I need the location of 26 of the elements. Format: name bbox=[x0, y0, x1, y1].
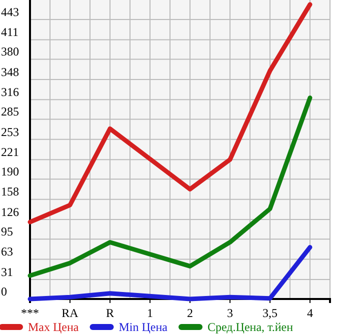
y-tick-label: 0 bbox=[1, 284, 7, 298]
y-tick-label: 411 bbox=[1, 25, 19, 40]
x-tick-label: 1 bbox=[147, 306, 153, 320]
x-tick-label: 2 bbox=[187, 306, 193, 320]
y-tick-label: 63 bbox=[1, 244, 13, 259]
y-tick-label: 31 bbox=[1, 264, 13, 279]
y-tick-label: 95 bbox=[1, 224, 13, 238]
y-tick-label: 158 bbox=[1, 184, 19, 199]
x-tick-label: 4 bbox=[307, 306, 313, 320]
x-tick-label: 3 bbox=[227, 306, 233, 320]
x-tick-label: *** bbox=[21, 306, 39, 320]
y-tick-label: 380 bbox=[1, 44, 19, 59]
y-tick-label: 285 bbox=[1, 104, 19, 119]
legend-label: Min Цена bbox=[118, 320, 168, 334]
y-tick-label: 443 bbox=[1, 4, 19, 19]
legend-label: Max Цена bbox=[28, 320, 80, 334]
y-tick-label: 221 bbox=[1, 144, 19, 159]
x-tick-label: 3,5 bbox=[262, 306, 278, 320]
x-tick-label: RA bbox=[62, 306, 79, 320]
legend-label: Сред.Цена, т.йен bbox=[208, 320, 294, 334]
y-tick-label: 316 bbox=[1, 85, 19, 100]
x-tick-label: R bbox=[106, 306, 114, 320]
y-tick-label: 253 bbox=[1, 124, 19, 139]
y-tick-label: 190 bbox=[1, 164, 19, 179]
y-tick-label: 126 bbox=[1, 204, 19, 219]
y-tick-label: 348 bbox=[1, 64, 19, 79]
